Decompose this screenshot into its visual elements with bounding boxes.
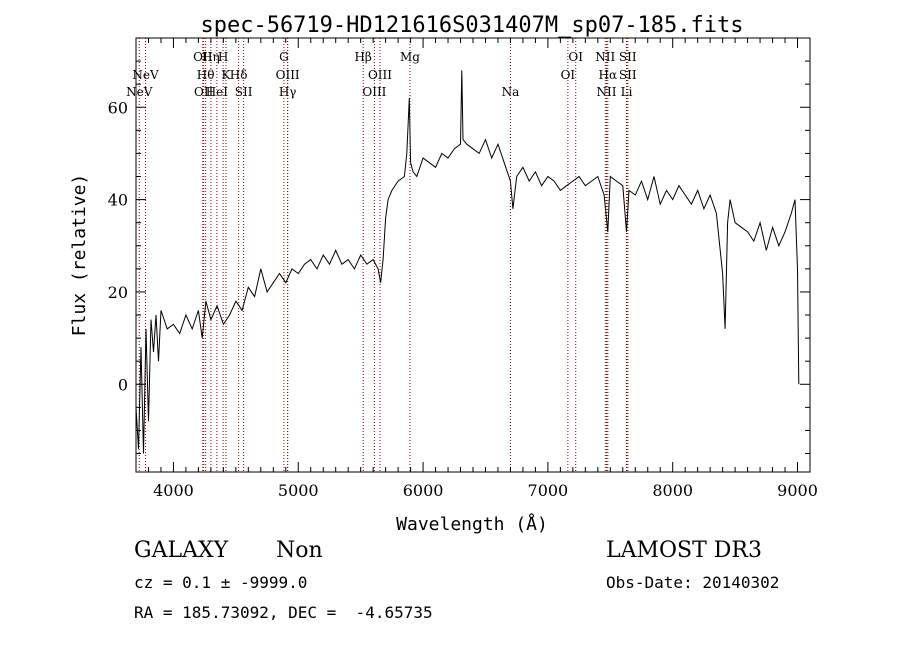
- object-subclass: Non: [276, 538, 323, 563]
- line-marker-label-5: Hη: [202, 50, 220, 64]
- line-marker-label-18: Na: [502, 85, 520, 99]
- x-tick-label: 4000: [153, 481, 194, 500]
- line-marker-label-3: OII: [194, 85, 214, 99]
- line-marker-label-20: OI: [561, 68, 576, 82]
- x-tick-label: 5000: [278, 481, 319, 500]
- y-tick-label: 40: [108, 191, 128, 210]
- line-marker-label-22: Hα: [599, 68, 618, 82]
- line-marker-label-0: NeV: [126, 85, 153, 99]
- line-marker-label-9: Hδ: [230, 68, 248, 82]
- line-marker-label-2: OII: [193, 50, 213, 64]
- axis-ticks: [136, 38, 810, 472]
- line-marker-label-16: OIII: [362, 85, 386, 99]
- line-marker-labels: NeV NeV OII OII Hθ Hη HeI HK Hδ SII G OIII Hγ Hβ OIII O…: [126, 50, 637, 99]
- line-marker-label-10: SII: [235, 85, 253, 99]
- line-marker-label-12: OIII: [276, 68, 300, 82]
- line-marker-label-26: Li: [621, 85, 633, 99]
- x-tick-label: 7000: [528, 481, 569, 500]
- chart-title: spec-56719-HD121616S031407M_sp07-185.fit…: [200, 13, 743, 38]
- survey-name: LAMOST DR3: [606, 538, 762, 563]
- object-class: GALAXY: [134, 538, 229, 563]
- line-marker-label-15: OIII: [368, 68, 392, 82]
- redshift-line: cz = 0.1 ± -9999.0: [134, 573, 308, 592]
- line-marker-label-6: HeI: [206, 85, 229, 99]
- observation-date: Obs-Date: 20140302: [606, 573, 780, 592]
- line-marker-label-14: Hβ: [354, 50, 371, 64]
- line-marker-lines: [138, 38, 629, 472]
- tick-labels: 4000 5000 6000 7000 8000 9000 0 20 40 60: [108, 98, 818, 500]
- line-marker-label-17: Mg: [400, 50, 420, 64]
- x-tick-label: 6000: [403, 481, 444, 500]
- spectrum-series-line: [135, 70, 800, 454]
- line-marker-label-24: SII: [619, 50, 637, 64]
- x-axis-label: Wavelength (Å): [396, 513, 548, 535]
- line-marker-label-23: NII: [597, 85, 617, 99]
- coordinates-line: RA = 185.73092, DEC = -4.65735: [134, 603, 433, 622]
- line-marker-label-1: NeV: [132, 68, 159, 82]
- line-marker-label-4: Hθ: [197, 68, 215, 82]
- plot-frame: [135, 37, 811, 473]
- line-marker-label-19: OI: [568, 50, 583, 64]
- line-marker-label-11: G: [279, 50, 289, 64]
- line-marker-label-7: H: [218, 50, 228, 64]
- x-tick-label: 9000: [777, 481, 818, 500]
- y-tick-label: 0: [118, 375, 128, 394]
- y-tick-label: 60: [108, 98, 128, 117]
- line-marker-label-13: Hγ: [279, 85, 297, 99]
- line-marker-label-25: SII: [619, 68, 637, 82]
- y-tick-label: 20: [108, 283, 128, 302]
- line-marker-label-21: NII: [595, 50, 615, 64]
- line-marker-label-8: K: [222, 68, 232, 82]
- x-tick-label: 8000: [652, 481, 693, 500]
- y-axis-label: Flux (relative): [69, 174, 90, 337]
